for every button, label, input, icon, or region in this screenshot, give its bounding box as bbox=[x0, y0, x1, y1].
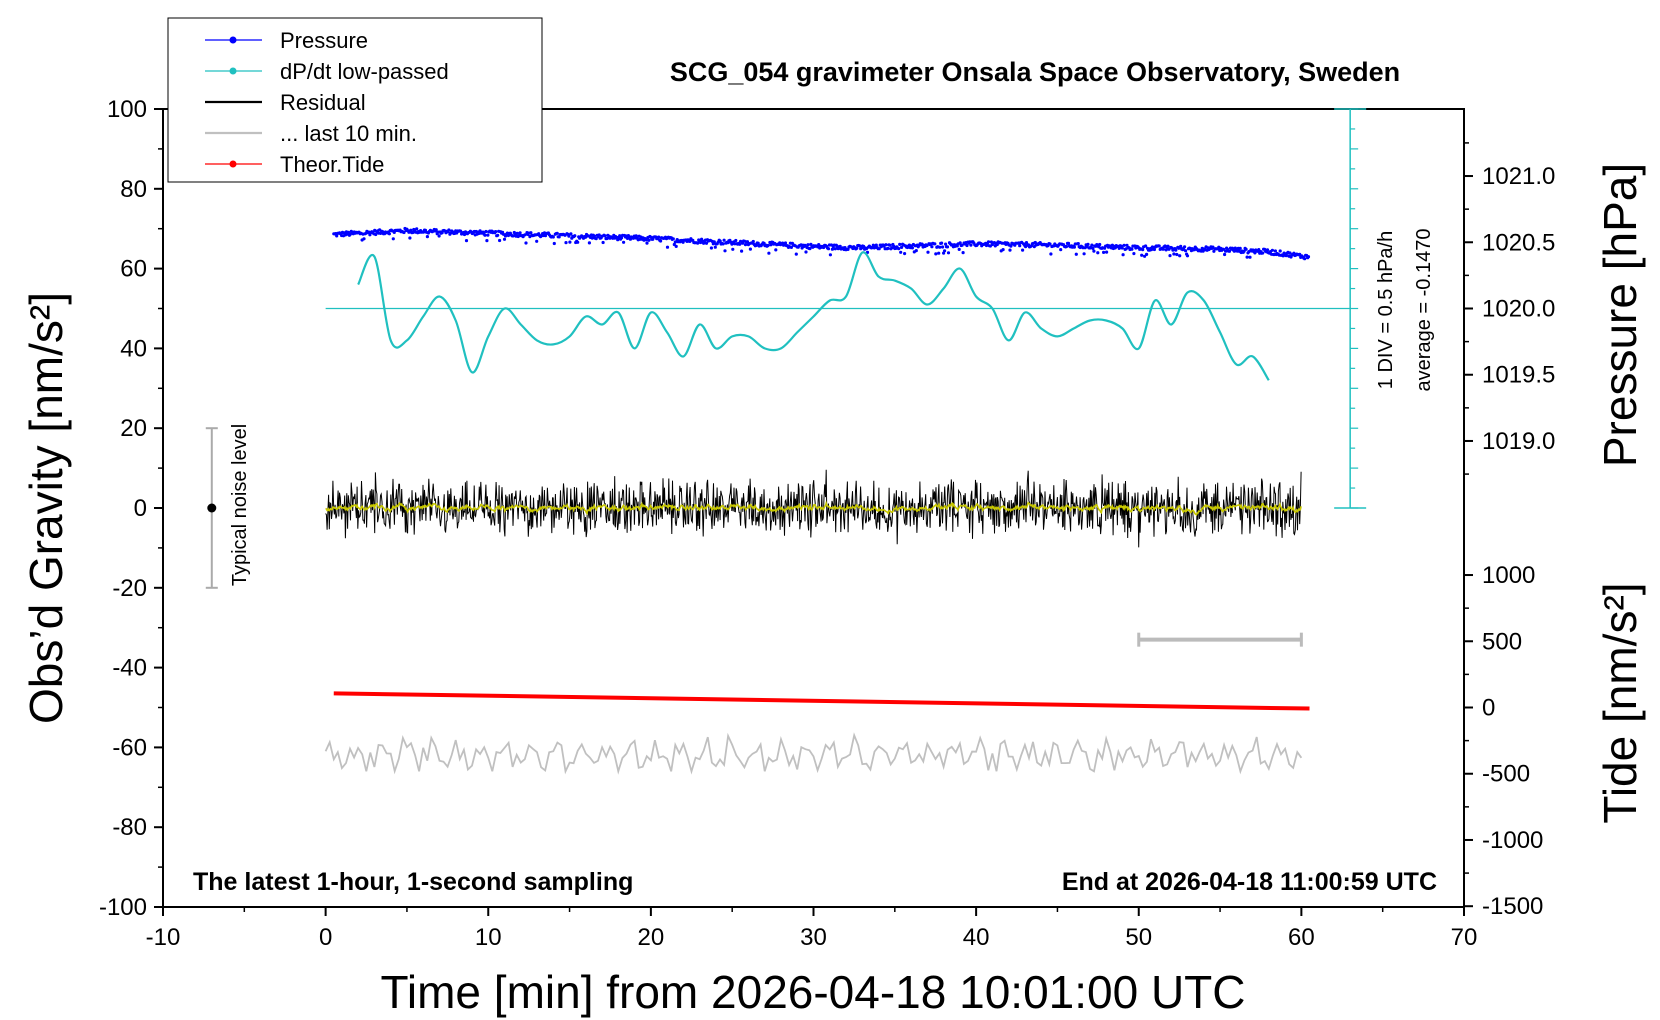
tide-tick-label: -500 bbox=[1482, 761, 1530, 788]
legend-label: Residual bbox=[280, 90, 366, 115]
legend-label: Theor.Tide bbox=[280, 152, 384, 177]
legend-label: dP/dt low-passed bbox=[280, 59, 449, 84]
tide-tick-label: -1500 bbox=[1482, 893, 1543, 920]
last10-series bbox=[324, 732, 1303, 775]
y-tick-label-left: 0 bbox=[134, 495, 147, 522]
legend-label: ... last 10 min. bbox=[280, 121, 417, 146]
y-tick-label-left: 60 bbox=[120, 256, 147, 283]
y-tick-label-left: -100 bbox=[99, 894, 147, 921]
end-time-note: End at 2026-04-18 11:00:59 UTC bbox=[1062, 868, 1437, 896]
dpdt-series bbox=[357, 251, 1270, 381]
tide-tick-label: 500 bbox=[1482, 628, 1522, 655]
y-tick-label-left: 40 bbox=[120, 335, 147, 362]
legend-swatch-dot bbox=[229, 160, 237, 168]
tide-tick-label: -1000 bbox=[1482, 827, 1543, 854]
residual-series bbox=[325, 469, 1302, 548]
noise-level-label: Typical noise level bbox=[229, 424, 251, 586]
y-axis-title-pressure: Pressure [hPa] bbox=[1594, 163, 1646, 467]
legend-swatch-dot bbox=[229, 67, 237, 75]
y-axis-title-tide: Tide [nm/s²] bbox=[1594, 582, 1646, 823]
series-layer bbox=[205, 108, 1367, 775]
legend-swatch-dot bbox=[229, 36, 237, 44]
axes: -10 0 10 20 30 40 50 60 70100806040200-20-40-60-… bbox=[99, 96, 1555, 951]
y-tick-label-left: -80 bbox=[112, 814, 147, 841]
y-tick-label-left: -60 bbox=[112, 734, 147, 761]
noise-bar-center bbox=[207, 503, 217, 513]
pressure-tick-label: 1019.5 bbox=[1482, 362, 1555, 389]
x-tick-label: 0 bbox=[319, 924, 332, 951]
x-axis-title: Time [min] from 2026-04-18 10:01:00 UTC bbox=[381, 966, 1246, 1018]
y-axis-title-left: Obs’d Gravity [nm/s²] bbox=[20, 292, 72, 724]
x-tick-label: 60 bbox=[1288, 924, 1315, 951]
legend-box bbox=[167, 17, 543, 183]
x-tick-label: -10 bbox=[146, 924, 181, 951]
average-label: average = -0.1470 bbox=[1413, 229, 1435, 392]
x-tick-label: 10 bbox=[475, 924, 502, 951]
x-tick-label: 50 bbox=[1125, 924, 1152, 951]
legend-label: Pressure bbox=[280, 28, 368, 53]
sampling-note: The latest 1-hour, 1-second sampling bbox=[193, 868, 633, 896]
y-tick-label-left: -20 bbox=[112, 575, 147, 602]
tide-tick-label: 1000 bbox=[1482, 562, 1535, 589]
pressure-series bbox=[332, 226, 1311, 261]
x-tick-label: 20 bbox=[638, 924, 665, 951]
y-tick-label-left: -40 bbox=[112, 655, 147, 682]
x-tick-label: 70 bbox=[1451, 924, 1478, 951]
tide-tick-label: 0 bbox=[1482, 695, 1495, 722]
div-scale-label: 1 DIV = 0.5 hPa/h bbox=[1375, 231, 1397, 389]
legend: Pressure dP/dt low-passed Residual ... last… bbox=[167, 17, 543, 183]
y-tick-label-left: 20 bbox=[120, 415, 147, 442]
pressure-tick-label: 1020.0 bbox=[1482, 296, 1555, 323]
pressure-tick-label: 1021.0 bbox=[1482, 163, 1555, 190]
y-tick-label-left: 80 bbox=[120, 176, 147, 203]
chart-title: SCG_054 gravimeter Onsala Space Observat… bbox=[670, 57, 1400, 87]
x-tick-label: 30 bbox=[800, 924, 827, 951]
y-tick-label-left: 100 bbox=[107, 96, 147, 123]
tide-series bbox=[333, 691, 1310, 711]
pressure-tick-label: 1019.0 bbox=[1482, 428, 1555, 455]
pressure-tick-label: 1020.5 bbox=[1482, 229, 1555, 256]
residual-smoothed bbox=[325, 500, 1302, 517]
x-tick-label: 40 bbox=[963, 924, 990, 951]
